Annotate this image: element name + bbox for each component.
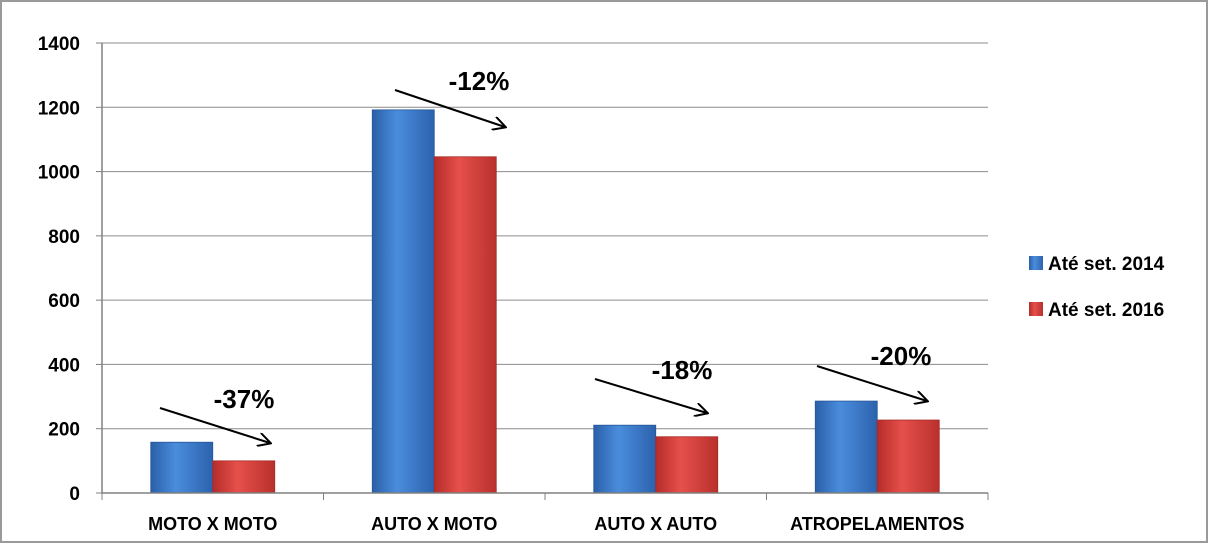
y-tick-label: 200 xyxy=(48,420,80,441)
y-tick-label: 400 xyxy=(48,355,80,376)
y-tick-label: 1200 xyxy=(38,98,80,119)
legend-swatch-2014 xyxy=(1029,256,1043,270)
change-label: -20% xyxy=(871,341,932,371)
bar-2014 xyxy=(593,424,657,494)
bar-2014 xyxy=(814,400,878,494)
bar-2014 xyxy=(371,109,435,494)
y-tick-label: 0 xyxy=(69,484,80,505)
x-category-label: ATROPELAMENTOS xyxy=(790,514,964,534)
legend-label-2014: Até set. 2014 xyxy=(1048,254,1165,275)
y-tick-label: 1000 xyxy=(38,163,80,184)
change-arrow xyxy=(816,365,927,401)
y-axis-ticks: 0 200 400 600 800 1000 1200 1400 xyxy=(38,34,102,505)
change-arrow xyxy=(594,378,707,413)
change-arrow xyxy=(394,89,505,127)
change-label: -18% xyxy=(652,355,713,385)
legend-swatch-2016 xyxy=(1029,302,1043,316)
bar-2016 xyxy=(433,156,497,494)
bar-2016 xyxy=(876,419,940,494)
axes xyxy=(101,43,989,500)
bars xyxy=(150,109,940,494)
y-tick-label: 800 xyxy=(48,227,80,248)
x-category-label: AUTO X MOTO xyxy=(371,514,497,534)
change-arrow xyxy=(159,407,270,443)
bar-2016 xyxy=(655,436,719,494)
x-axis-labels: MOTO X MOTO AUTO X MOTO AUTO X AUTO ATROPEL… xyxy=(148,514,964,534)
legend: Até set. 2014 Até set. 2016 xyxy=(1029,254,1165,321)
x-category-label: AUTO X AUTO xyxy=(594,514,717,534)
bar-2014 xyxy=(150,441,214,494)
legend-label-2016: Até set. 2016 xyxy=(1048,300,1164,321)
gridlines xyxy=(102,42,988,430)
x-category-label: MOTO X MOTO xyxy=(148,514,277,534)
change-label: -12% xyxy=(449,66,510,96)
change-label: -37% xyxy=(214,384,275,414)
y-tick-label: 1400 xyxy=(38,34,80,55)
change-annotations: -37% -12% -18% -20% xyxy=(159,66,932,443)
y-tick-label: 600 xyxy=(48,291,80,312)
bar-2016 xyxy=(212,460,276,494)
